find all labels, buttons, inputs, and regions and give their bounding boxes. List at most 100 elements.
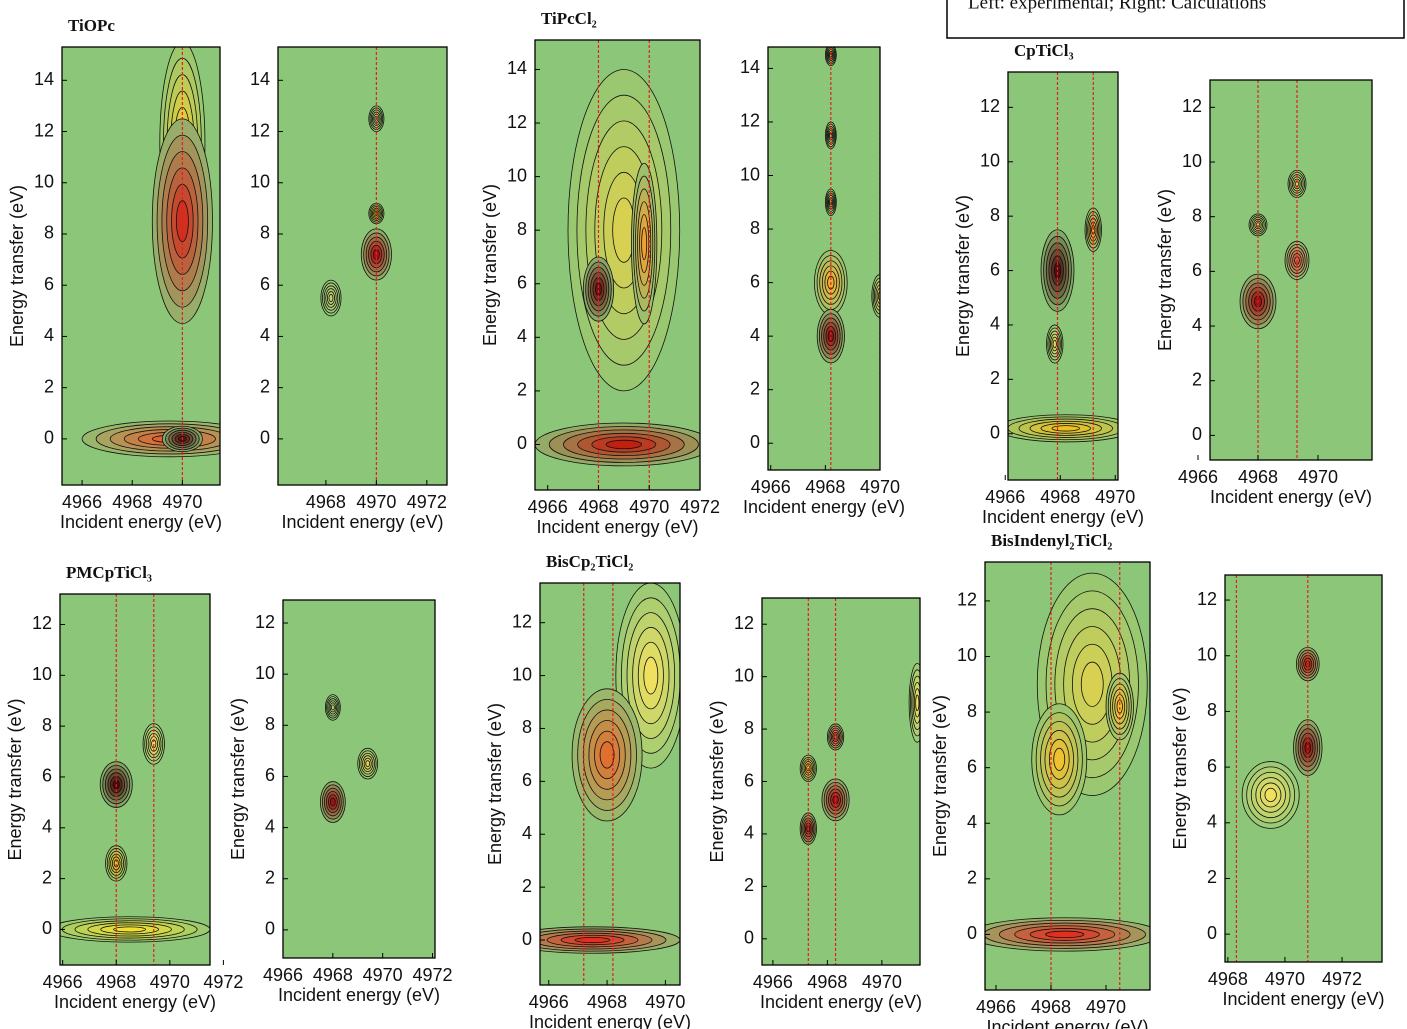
y-tick-label: 8 [1192,205,1202,225]
y-tick-label: 4 [265,816,275,836]
y-tick-label: 0 [1207,923,1217,943]
x-axis-label: Incident energy (eV) [982,507,1144,527]
contour-ring [1053,747,1066,771]
contour-ring [574,936,611,944]
y-tick-label: 12 [250,120,270,140]
x-tick-label: 4970 [862,972,902,992]
x-axis-label: Incident energy (eV) [529,1012,691,1029]
y-tick-label: 8 [42,715,52,735]
x-tick-label: 4968 [1208,969,1248,989]
y-tick-label: 10 [34,172,54,192]
x-tick-label: 4972 [407,492,447,512]
y-tick-label: 4 [522,823,532,843]
y-tick-label: 6 [1192,260,1202,280]
y-tick-label: 6 [522,770,532,790]
y-tick-label: 0 [260,428,270,448]
y-tick-label: 0 [517,433,527,453]
y-tick-label: 4 [1207,812,1217,832]
x-tick-label: 4966 [751,477,791,497]
plot-frame [984,561,1151,991]
plot-background [60,594,210,965]
y-tick-label: 0 [990,423,1000,443]
contour-ring [365,760,371,768]
x-tick-label: 4972 [1322,969,1362,989]
y-tick-label: 4 [517,326,527,346]
x-tick-label: 4966 [976,997,1016,1017]
y-tick-label: 2 [750,378,760,398]
y-tick-label: 6 [1207,756,1217,776]
y-tick-label: 10 [32,664,52,684]
y-axis-label: Energy transfer (eV) [1170,687,1190,849]
y-tick-label: 2 [517,380,527,400]
panel-title: CpTiCl₃ [1014,41,1074,60]
contour-ring [328,294,334,303]
y-tick-label: 2 [990,368,1000,388]
contour-ring [643,656,659,695]
y-tick-label: 8 [744,718,754,738]
y-axis-label: Energy transfer (eV) [5,698,25,860]
x-tick-label: 4968 [112,492,152,512]
x-tick-label: 4972 [412,965,452,985]
y-tick-label: 10 [250,172,270,192]
y-tick-label: 10 [507,165,527,185]
x-axis-label: Incident energy (eV) [1222,989,1384,1009]
note: Left: experimental; Right: Calculations [968,0,1266,13]
y-tick-label: 0 [265,919,275,939]
y-tick-label: 12 [957,590,977,610]
y-axis-label: Energy transfer (eV) [485,703,505,865]
y-tick-label: 12 [1197,589,1217,609]
plot-frame [767,46,881,471]
x-tick-label: 4968 [578,497,618,517]
y-tick-label: 12 [512,611,532,631]
panel-title: BisIndenyl₂TiCl₂ [991,531,1112,550]
x-tick-label: 4966 [43,972,83,992]
y-tick-label: 2 [260,376,270,396]
plot-frame [277,46,448,486]
x-axis-label: Incident energy (eV) [281,512,443,532]
x-axis-label: Incident energy (eV) [536,517,698,537]
x-axis-label: Incident energy (eV) [54,992,216,1012]
y-tick-label: 2 [42,867,52,887]
plot-area [540,583,680,985]
y-tick-label: 10 [734,665,754,685]
y-tick-label: 12 [255,612,275,632]
x-axis-label: Incident energy (eV) [60,512,222,532]
contour-ring [1051,425,1080,432]
y-tick-label: 10 [255,663,275,683]
contour-ring [1080,661,1104,707]
y-tick-label: 4 [990,314,1000,334]
y-tick-label: 12 [980,96,1000,116]
x-tick-label: 4970 [629,497,669,517]
contour-ring [605,439,643,450]
contour-ring [1264,787,1277,803]
y-tick-label: 2 [744,875,754,895]
y-tick-label: 4 [42,817,52,837]
x-tick-label: 4968 [306,492,346,512]
y-tick-label: 8 [522,717,532,737]
y-tick-label: 4 [1192,315,1202,335]
x-tick-label: 4970 [860,477,900,497]
plot-area [278,47,447,485]
x-tick-label: 4970 [1265,969,1305,989]
x-tick-label: 4970 [150,972,190,992]
y-tick-label: 12 [734,613,754,633]
y-tick-label: 2 [44,376,54,396]
y-tick-label: 4 [750,325,760,345]
y-tick-label: 4 [744,823,754,843]
x-tick-label: 4968 [807,972,847,992]
contour-ring [175,200,189,243]
y-axis-label: Energy transfer (eV) [228,698,248,860]
x-tick-label: 4966 [62,492,102,512]
y-tick-label: 12 [740,111,760,131]
y-tick-label: 10 [980,151,1000,171]
x-tick-label: 4966 [263,965,303,985]
y-tick-label: 8 [265,714,275,734]
x-tick-label: 4966 [985,487,1025,507]
y-tick-label: 8 [990,205,1000,225]
plot-area [62,47,220,485]
x-tick-label: 4966 [528,497,568,517]
x-tick-label: 4970 [356,492,396,512]
y-tick-label: 10 [512,664,532,684]
x-tick-label: 4970 [363,965,403,985]
